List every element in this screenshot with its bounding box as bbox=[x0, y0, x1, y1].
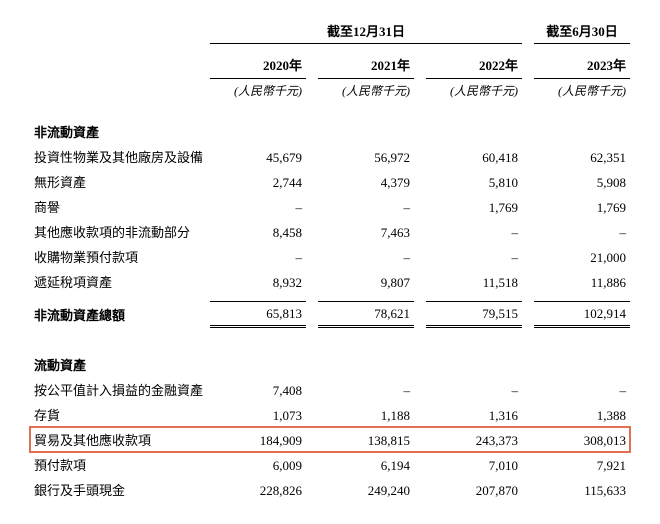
year-header-row: 2020年 2021年 2022年 2023年 bbox=[30, 52, 630, 79]
table-row: 投資性物業及其他廠房及設備 45,679 56,972 60,418 62,35… bbox=[30, 144, 630, 169]
col-2023: 2023年 bbox=[534, 52, 630, 79]
cell: 138,815 bbox=[318, 427, 414, 452]
cell: 8,932 bbox=[210, 269, 306, 294]
cell: – bbox=[426, 219, 522, 244]
row-label: 按公平值計入損益的金融資產 bbox=[30, 377, 210, 402]
unit-2022: (人民幣千元) bbox=[426, 78, 522, 102]
cell: 228,826 bbox=[210, 477, 306, 502]
row-label: 無形資產 bbox=[30, 169, 210, 194]
cell: 62,351 bbox=[534, 144, 630, 169]
period-jun30: 截至6月30日 bbox=[534, 18, 630, 44]
row-label: 遞延稅項資產 bbox=[30, 269, 210, 294]
cell: 7,010 bbox=[426, 452, 522, 477]
cell: – bbox=[426, 377, 522, 402]
cell: 7,463 bbox=[318, 219, 414, 244]
section-current: 流動資產 bbox=[30, 343, 630, 377]
row-label: 其他應收款項的非流動部分 bbox=[30, 219, 210, 244]
cell: 1,388 bbox=[534, 402, 630, 427]
row-label: 商譽 bbox=[30, 194, 210, 219]
cell: – bbox=[318, 377, 414, 402]
unit-2021: (人民幣千元) bbox=[318, 78, 414, 102]
cell: 11,518 bbox=[426, 269, 522, 294]
unit-2023: (人民幣千元) bbox=[534, 78, 630, 102]
cell: 5,908 bbox=[534, 169, 630, 194]
cell: – bbox=[318, 194, 414, 219]
cell: 102,914 bbox=[534, 302, 630, 327]
cell: 45,679 bbox=[210, 144, 306, 169]
unit-2020: (人民幣千元) bbox=[210, 78, 306, 102]
cell: 207,870 bbox=[426, 477, 522, 502]
col-2021: 2021年 bbox=[318, 52, 414, 79]
table-row: 商譽 – – 1,769 1,769 bbox=[30, 194, 630, 219]
table-row: 無形資產 2,744 4,379 5,810 5,908 bbox=[30, 169, 630, 194]
row-label: 收購物業預付款項 bbox=[30, 244, 210, 269]
section-noncurrent: 非流動資產 bbox=[30, 110, 630, 144]
subtotal-row: 非流動資產總額 65,813 78,621 79,515 102,914 bbox=[30, 302, 630, 327]
cell: 9,807 bbox=[318, 269, 414, 294]
subtotal-label: 非流動資產總額 bbox=[30, 302, 210, 327]
table-row: 其他應收款項的非流動部分 8,458 7,463 – – bbox=[30, 219, 630, 244]
cell: 243,373 bbox=[426, 427, 522, 452]
table-row: 按公平值計入損益的金融資產 7,408 – – – bbox=[30, 377, 630, 402]
table-row: 遞延稅項資產 8,932 9,807 11,518 11,886 bbox=[30, 269, 630, 294]
period-dec31: 截至12月31日 bbox=[210, 18, 522, 44]
cell: – bbox=[318, 244, 414, 269]
cell: 4,379 bbox=[318, 169, 414, 194]
cell: – bbox=[534, 219, 630, 244]
financial-table: 截至12月31日 截至6月30日 2020年 2021年 2022年 2023年… bbox=[30, 18, 630, 502]
cell: 65,813 bbox=[210, 302, 306, 327]
cell: 7,921 bbox=[534, 452, 630, 477]
table-row: 銀行及手頭現金 228,826 249,240 207,870 115,633 bbox=[30, 477, 630, 502]
cell: 78,621 bbox=[318, 302, 414, 327]
row-label: 存貨 bbox=[30, 402, 210, 427]
cell: 115,633 bbox=[534, 477, 630, 502]
cell: 11,886 bbox=[534, 269, 630, 294]
table-row: 預付款項 6,009 6,194 7,010 7,921 bbox=[30, 452, 630, 477]
cell: 184,909 bbox=[210, 427, 306, 452]
table-row: 收購物業預付款項 – – – 21,000 bbox=[30, 244, 630, 269]
cell: – bbox=[426, 244, 522, 269]
cell: 8,458 bbox=[210, 219, 306, 244]
cell: 249,240 bbox=[318, 477, 414, 502]
cell: 56,972 bbox=[318, 144, 414, 169]
highlighted-row: 貿易及其他應收款項 184,909 138,815 243,373 308,01… bbox=[30, 427, 630, 452]
cell: 1,769 bbox=[426, 194, 522, 219]
col-2022: 2022年 bbox=[426, 52, 522, 79]
cell: 60,418 bbox=[426, 144, 522, 169]
cell: 7,408 bbox=[210, 377, 306, 402]
cell: 5,810 bbox=[426, 169, 522, 194]
cell: 308,013 bbox=[534, 427, 630, 452]
cell: 79,515 bbox=[426, 302, 522, 327]
cell: 1,769 bbox=[534, 194, 630, 219]
row-label: 銀行及手頭現金 bbox=[30, 477, 210, 502]
unit-row: (人民幣千元) (人民幣千元) (人民幣千元) (人民幣千元) bbox=[30, 78, 630, 102]
period-header-row: 截至12月31日 截至6月30日 bbox=[30, 18, 630, 44]
cell: – bbox=[210, 194, 306, 219]
cell: 1,316 bbox=[426, 402, 522, 427]
col-2020: 2020年 bbox=[210, 52, 306, 79]
row-label: 貿易及其他應收款項 bbox=[30, 427, 210, 452]
row-label: 預付款項 bbox=[30, 452, 210, 477]
cell: 6,194 bbox=[318, 452, 414, 477]
cell: 21,000 bbox=[534, 244, 630, 269]
cell: 1,073 bbox=[210, 402, 306, 427]
cell: – bbox=[534, 377, 630, 402]
table-row: 存貨 1,073 1,188 1,316 1,388 bbox=[30, 402, 630, 427]
cell: 1,188 bbox=[318, 402, 414, 427]
cell: 6,009 bbox=[210, 452, 306, 477]
row-label: 投資性物業及其他廠房及設備 bbox=[30, 144, 210, 169]
cell: – bbox=[210, 244, 306, 269]
cell: 2,744 bbox=[210, 169, 306, 194]
